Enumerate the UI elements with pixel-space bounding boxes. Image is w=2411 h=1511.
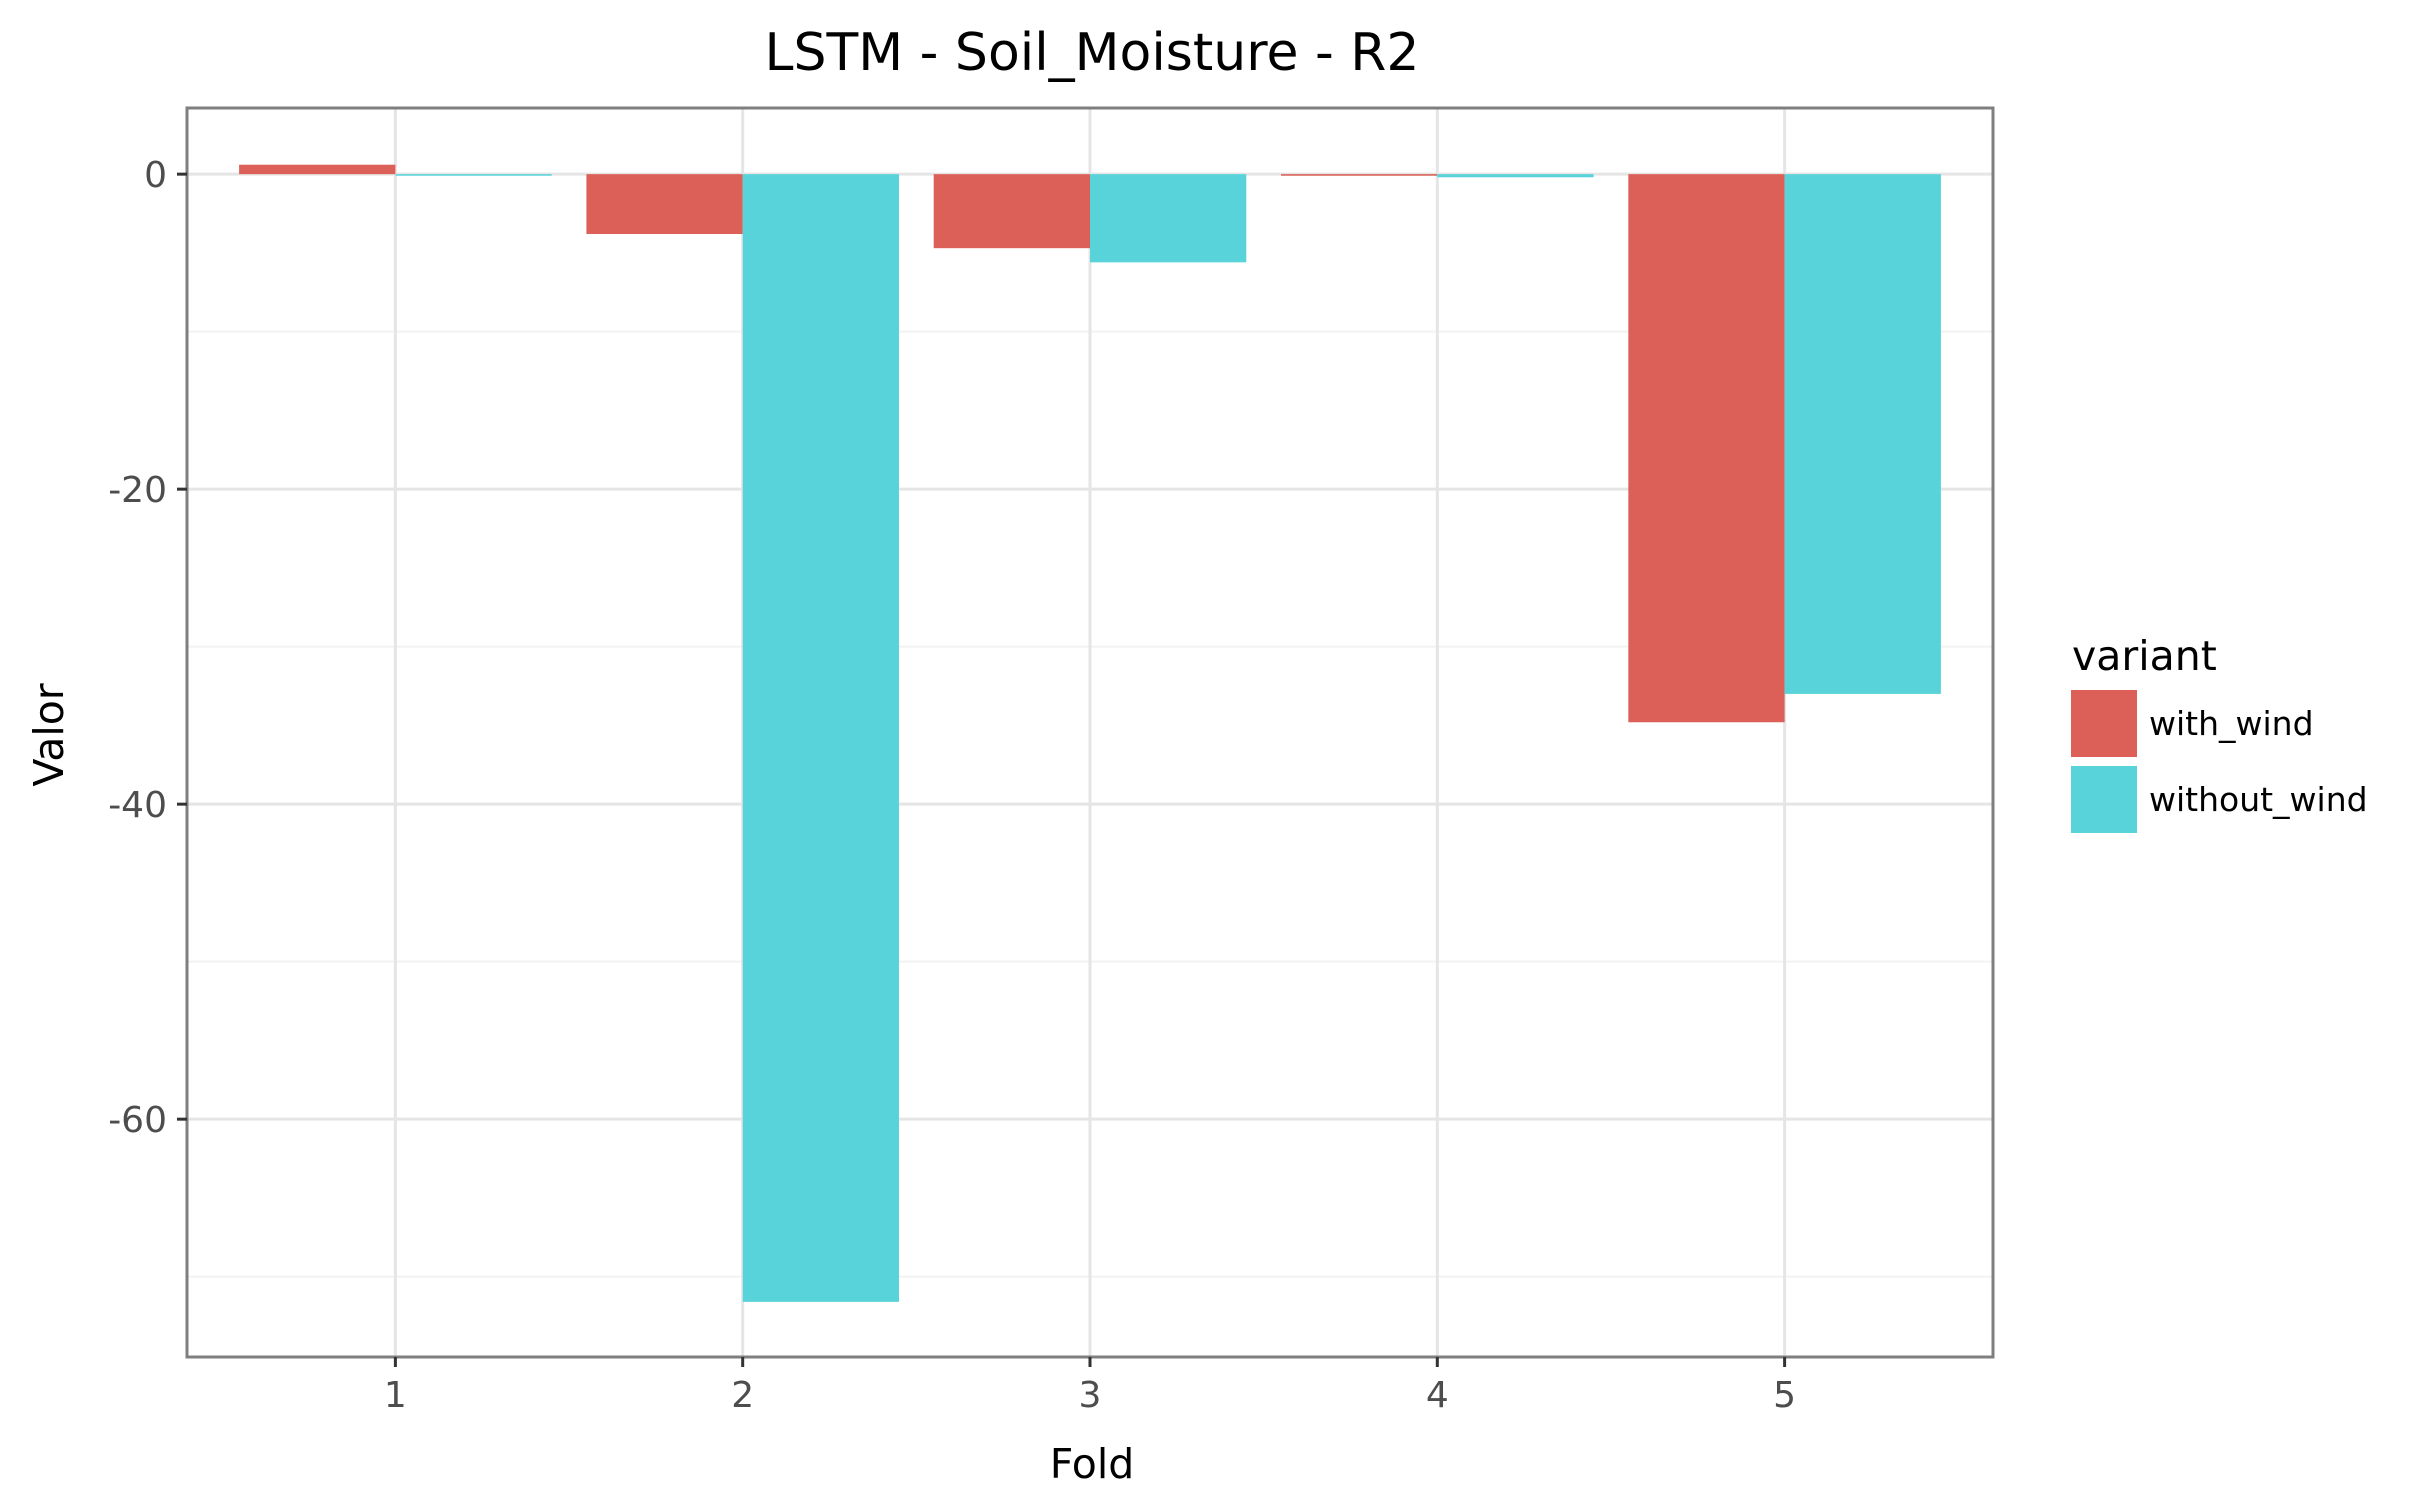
y-tick-label: -60 [108,1100,167,1141]
bar-with_wind-fold-3 [933,174,1090,249]
bar-without_wind-fold-3 [1090,174,1247,263]
legend-label-with_wind: with_wind [2149,704,2314,743]
legend-key-without_wind [2071,766,2137,833]
legend-title: variant [2072,632,2217,680]
x-tick-label: 3 [1079,1375,1102,1416]
y-tick-label: -20 [108,470,167,511]
bars [239,164,1941,1302]
legend-key-with_wind [2071,690,2137,757]
y-tick-label: 0 [144,155,167,196]
legend-label-without_wind: without_wind [2149,780,2368,819]
y-axis-title: Valor [25,683,73,786]
bar-with_wind-fold-2 [586,174,743,235]
x-axis-title: Fold [1050,1440,1135,1488]
x-axis-ticks: 1 2 3 4 5 [384,1357,1796,1416]
x-tick-label: 5 [1773,1375,1796,1416]
x-tick-label: 4 [1426,1375,1449,1416]
bar-without_wind-fold-1 [395,174,552,176]
bar-without_wind-fold-5 [1784,174,1941,694]
bar-with_wind-fold-5 [1628,174,1785,723]
x-tick-label: 1 [384,1375,407,1416]
bar-without_wind-fold-2 [742,174,899,1302]
bar-with_wind-fold-4 [1281,174,1438,176]
legend: variant with_wind without_wind [2071,632,2368,833]
bar-with_wind-fold-1 [239,164,396,175]
y-axis-ticks: 0 -20 -40 -60 [108,155,187,1141]
bar-without_wind-fold-4 [1437,174,1594,178]
chart-title: LSTM - Soil_Moisture - R2 [765,23,1420,83]
x-tick-label: 2 [731,1375,754,1416]
y-tick-label: -40 [108,785,167,826]
